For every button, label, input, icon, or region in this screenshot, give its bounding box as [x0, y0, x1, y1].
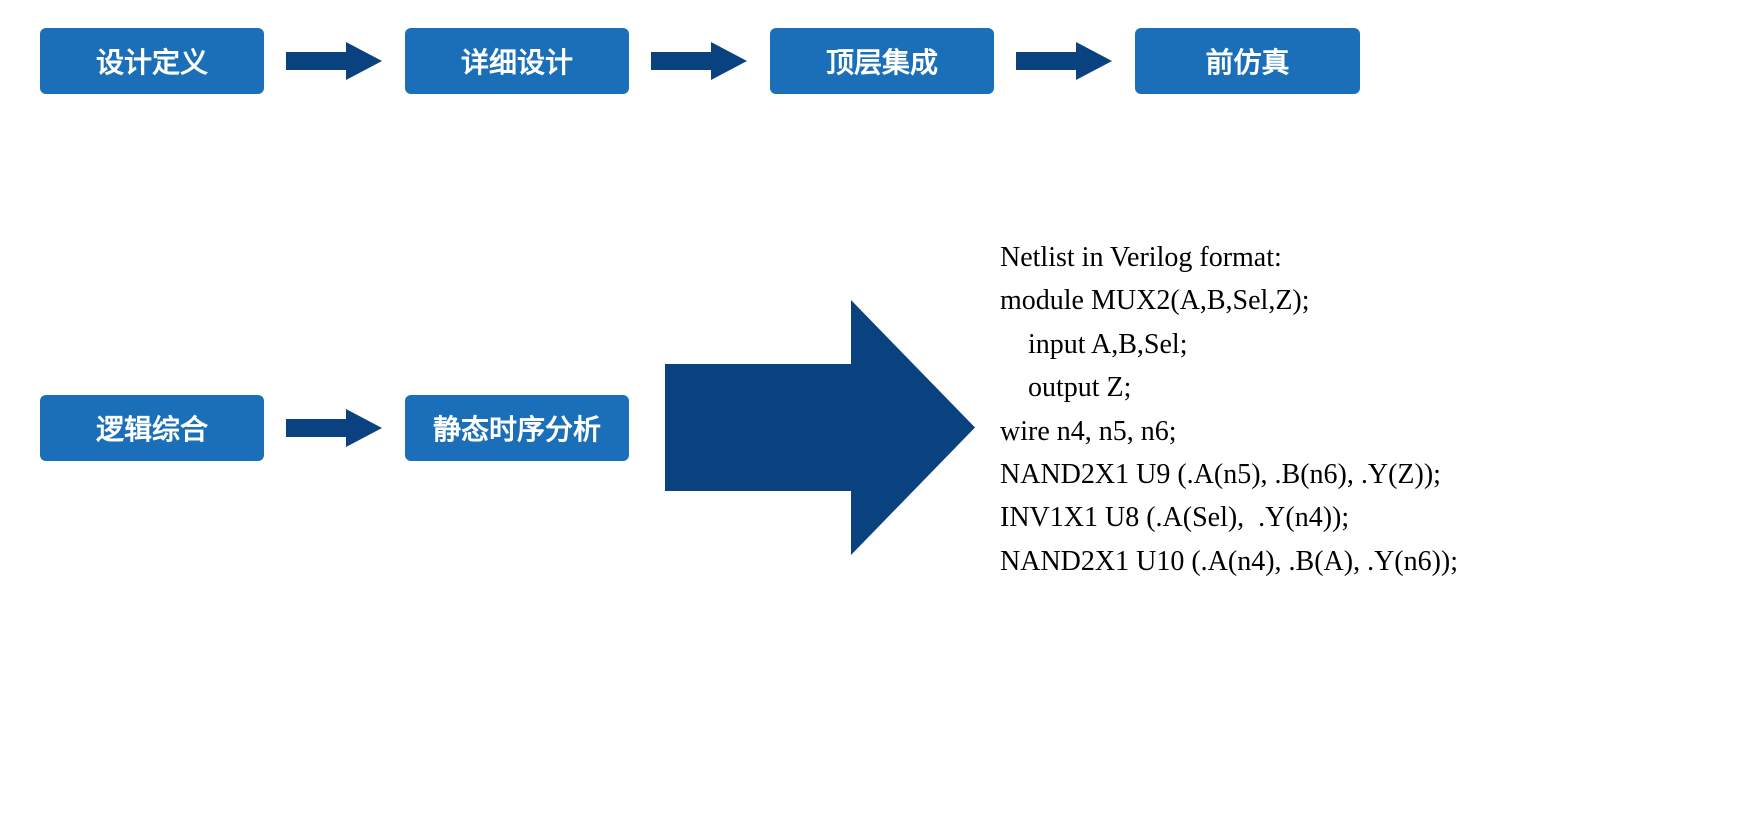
- flow-box-pre-simulation: 前仿真: [1135, 28, 1360, 94]
- flow-arrow-4: [286, 409, 382, 447]
- flow-box-design-definition: 设计定义: [40, 28, 264, 94]
- verilog-netlist-code: Netlist in Verilog format: module MUX2(A…: [1000, 236, 1458, 583]
- flow-box-label: 设计定义: [96, 41, 208, 81]
- code-line: INV1X1 U8 (.A(Sel), .Y(n4));: [1000, 502, 1349, 533]
- flow-arrow-3: [1016, 42, 1112, 80]
- flow-box-label: 前仿真: [1205, 41, 1289, 81]
- flow-box-label: 详细设计: [461, 41, 573, 81]
- code-line: NAND2X1 U9 (.A(n5), .B(n6), .Y(Z));: [1000, 459, 1441, 490]
- flow-arrow-2: [651, 42, 747, 80]
- code-line: input A,B,Sel;: [1000, 329, 1187, 360]
- flow-box-label: 静态时序分析: [433, 408, 601, 448]
- flow-box-logic-synthesis: 逻辑综合: [40, 395, 264, 461]
- flow-box-static-timing-analysis: 静态时序分析: [405, 395, 629, 461]
- code-line: Netlist in Verilog format:: [1000, 242, 1282, 273]
- code-line: module MUX2(A,B,Sel,Z);: [1000, 285, 1310, 316]
- code-line: output Z;: [1000, 372, 1131, 403]
- code-line: NAND2X1 U10 (.A(n4), .B(A), .Y(n6));: [1000, 546, 1458, 577]
- flow-box-label: 顶层集成: [826, 41, 938, 81]
- flow-box-detailed-design: 详细设计: [405, 28, 629, 94]
- flow-box-top-integration: 顶层集成: [770, 28, 994, 94]
- flow-box-label: 逻辑综合: [96, 408, 208, 448]
- big-arrow-gate-netlist: 门级网表: [665, 300, 975, 555]
- flow-arrow-1: [286, 42, 382, 80]
- big-arrow-label-text: 门级网表: [726, 668, 838, 708]
- code-line: wire n4, n5, n6;: [1000, 416, 1177, 447]
